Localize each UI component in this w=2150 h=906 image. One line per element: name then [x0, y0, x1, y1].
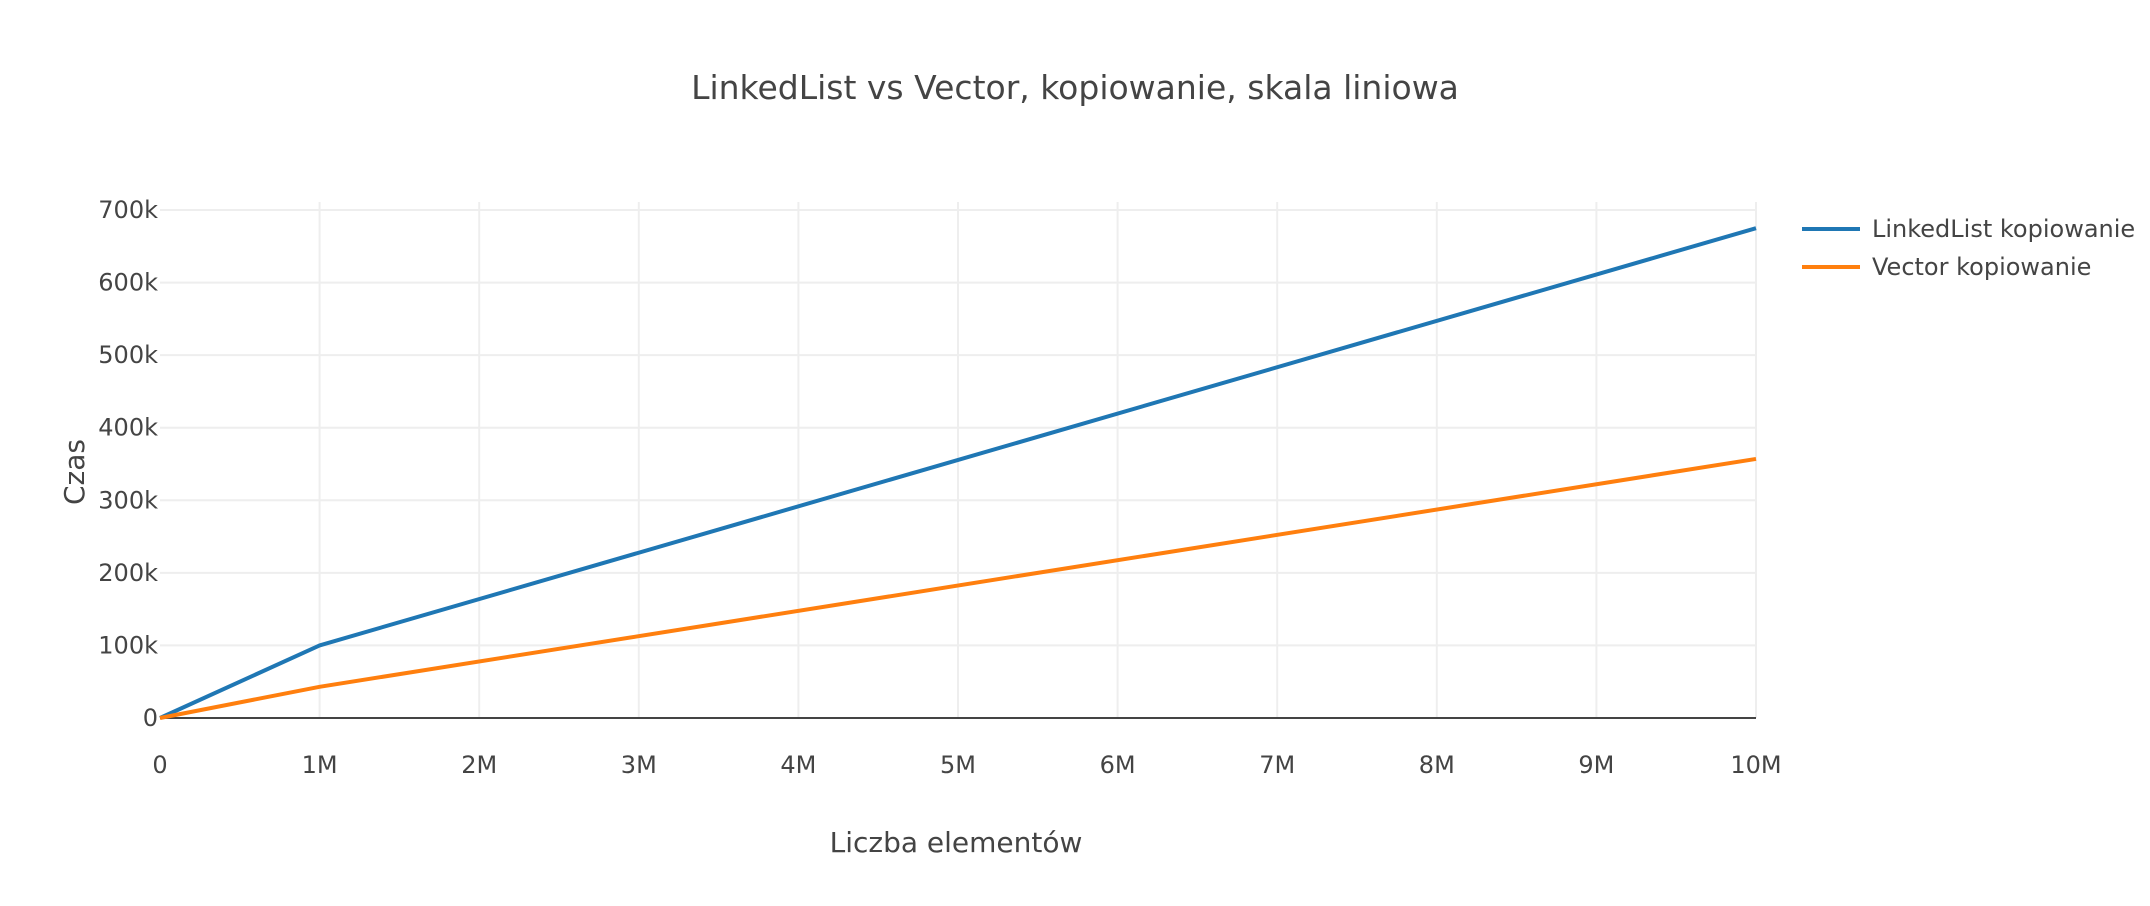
x-tick-label: 10M — [1730, 751, 1781, 779]
x-tick-label: 8M — [1419, 751, 1455, 779]
series-lines — [159, 226, 1757, 720]
legend-label: Vector kopiowanie — [1872, 253, 2091, 281]
x-tick-label: 0 — [152, 751, 167, 779]
x-tick-label: 3M — [621, 751, 657, 779]
y-tick-label: 700k — [98, 196, 158, 224]
x-tick-label: 6M — [1100, 751, 1136, 779]
legend-label: LinkedList kopiowanie — [1872, 215, 2135, 243]
chart-title: LinkedList vs Vector, kopiowanie, skala … — [691, 68, 1459, 107]
legend: LinkedList kopiowanie Vector kopiowanie — [1802, 215, 2135, 281]
x-tick-label: 4M — [780, 751, 816, 779]
x-tick-label: 9M — [1578, 751, 1614, 779]
x-axis-title: Liczba elementów — [830, 826, 1083, 859]
y-axis-title: Czas — [58, 439, 91, 505]
x-tick-label: 2M — [461, 751, 497, 779]
y-tick-label: 500k — [98, 341, 158, 369]
x-tick-label: 1M — [302, 751, 338, 779]
x-tick-label: 7M — [1259, 751, 1295, 779]
y-tick-label: 400k — [98, 414, 158, 442]
series-line-vector-kopiowanie — [159, 456, 1757, 720]
y-tick-label: 0 — [143, 704, 158, 732]
y-tick-label: 100k — [98, 631, 158, 659]
x-tick-labels: 0 1M 2M 3M 4M 5M 6M 7M 8M 9M 10M — [152, 751, 1781, 779]
y-tick-label: 600k — [98, 269, 158, 297]
y-tick-label: 300k — [98, 486, 158, 514]
series-line-linkedlist-kopiowanie — [159, 226, 1757, 720]
x-tick-label: 5M — [940, 751, 976, 779]
y-tick-labels: 0 100k 200k 300k 400k 500k 600k 700k — [98, 196, 158, 732]
y-tick-label: 200k — [98, 559, 158, 587]
